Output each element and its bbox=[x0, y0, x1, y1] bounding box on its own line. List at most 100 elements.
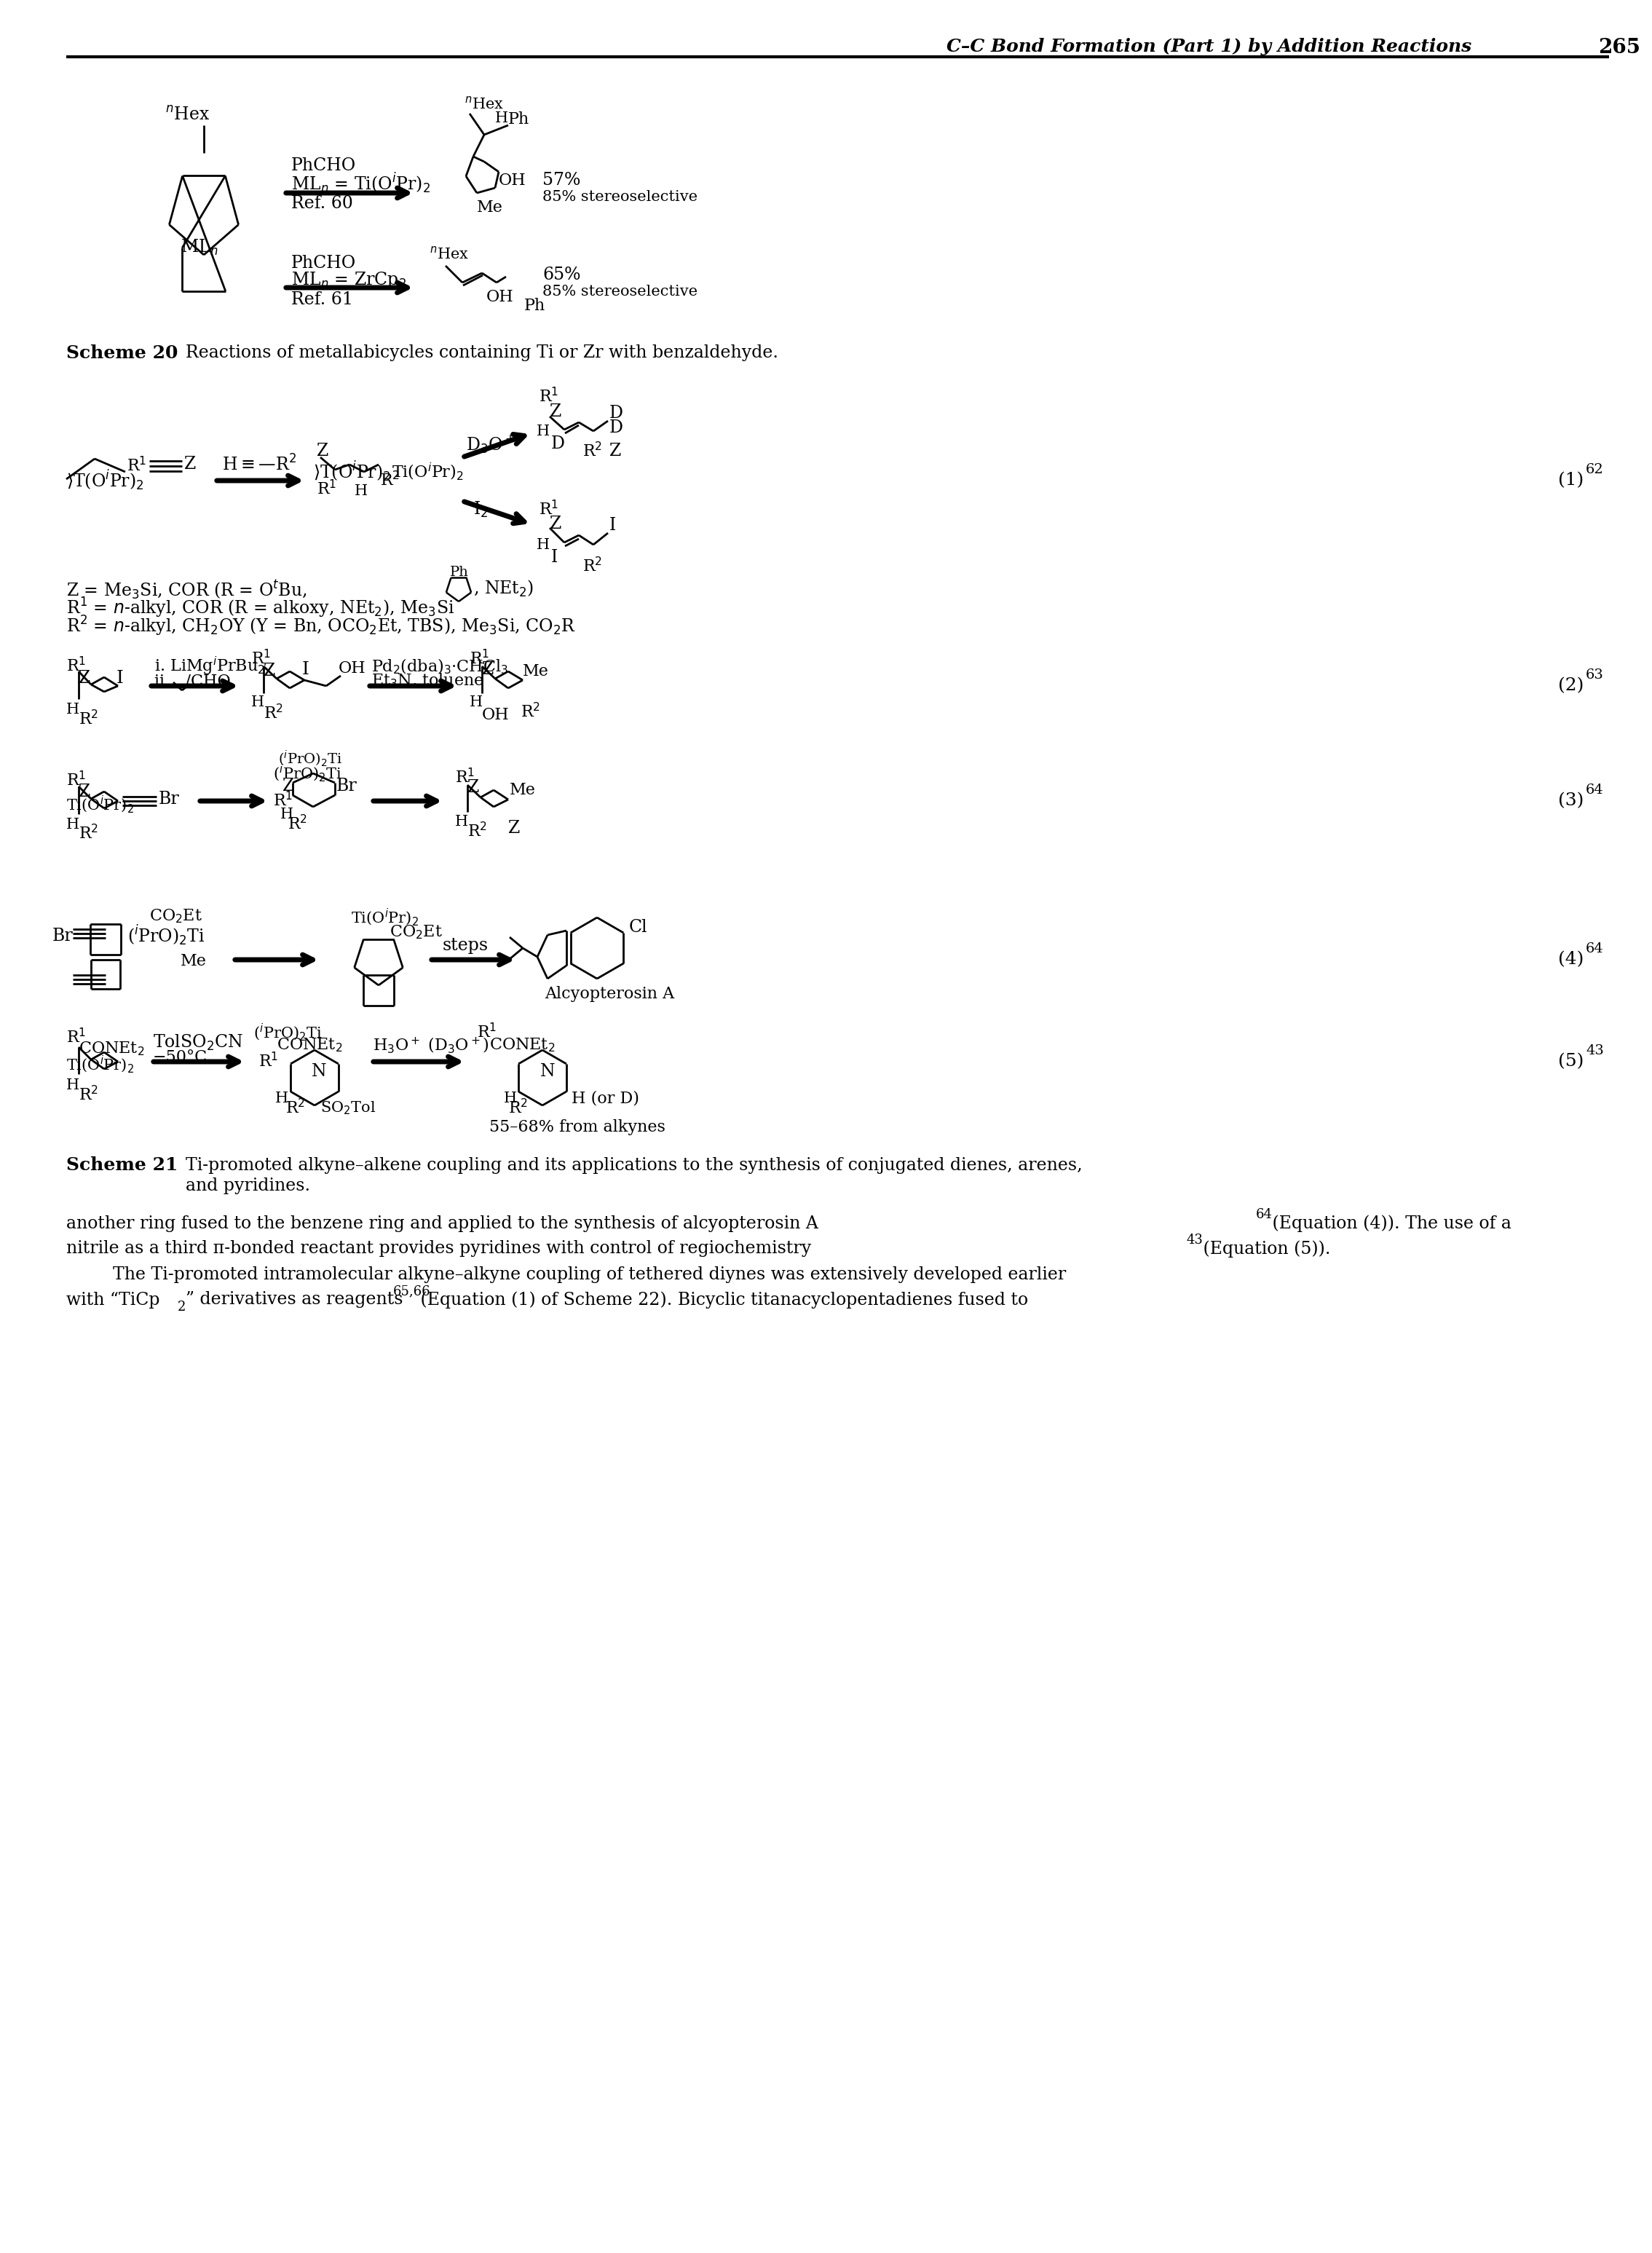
Text: (4): (4) bbox=[1558, 951, 1584, 969]
Text: H: H bbox=[251, 696, 264, 710]
Text: Z: Z bbox=[610, 444, 621, 460]
Text: Z: Z bbox=[509, 820, 520, 838]
Text: Ti(O$^i$Pr)$_2$: Ti(O$^i$Pr)$_2$ bbox=[66, 795, 134, 816]
Text: Ph: Ph bbox=[524, 297, 545, 313]
Text: Ti-promoted alkyne–alkene coupling and its applications to the synthesis of conj: Ti-promoted alkyne–alkene coupling and i… bbox=[185, 1156, 1082, 1174]
Text: D$_3$O$^+$: D$_3$O$^+$ bbox=[466, 433, 515, 455]
Text: The Ti-promoted intramolecular alkyne–alkyne coupling of tethered diynes was ext: The Ti-promoted intramolecular alkyne–al… bbox=[112, 1266, 1066, 1282]
Text: ($^i$PrO)$_2$Ti: ($^i$PrO)$_2$Ti bbox=[278, 748, 342, 768]
Text: R$^2$: R$^2$ bbox=[79, 1086, 99, 1104]
Text: R$^1$: R$^1$ bbox=[66, 658, 86, 676]
Text: and pyridines.: and pyridines. bbox=[185, 1176, 311, 1194]
Text: 64: 64 bbox=[1586, 942, 1604, 955]
Text: $\rangle$T(O$^i$Pr)$_2$: $\rangle$T(O$^i$Pr)$_2$ bbox=[66, 469, 144, 493]
Text: OH: OH bbox=[339, 660, 367, 676]
Text: R$^1$: R$^1$ bbox=[258, 1052, 279, 1070]
Text: R$^2$: R$^2$ bbox=[468, 822, 487, 840]
Text: H: H bbox=[66, 818, 79, 831]
Text: OH: OH bbox=[499, 173, 527, 189]
Text: R$^2$: R$^2$ bbox=[509, 1099, 529, 1117]
Text: 62: 62 bbox=[1586, 464, 1604, 475]
Text: Scheme 21: Scheme 21 bbox=[66, 1156, 178, 1174]
Text: PhCHO: PhCHO bbox=[291, 158, 357, 173]
Text: Ph: Ph bbox=[509, 110, 530, 128]
Text: Et$_3$N, toluene: Et$_3$N, toluene bbox=[372, 671, 484, 689]
Text: 265: 265 bbox=[1597, 38, 1640, 59]
Text: H: H bbox=[281, 807, 294, 820]
Text: 85% stereoselective: 85% stereoselective bbox=[542, 284, 697, 297]
Text: Z: Z bbox=[264, 662, 276, 680]
Text: −50°C: −50°C bbox=[154, 1050, 208, 1066]
Text: CO$_2$Et: CO$_2$Et bbox=[390, 924, 443, 942]
Text: Z: Z bbox=[550, 516, 562, 532]
Text: 64: 64 bbox=[1586, 784, 1604, 798]
Text: H: H bbox=[496, 110, 509, 124]
Text: R$^1$: R$^1$ bbox=[127, 457, 147, 475]
Text: Z: Z bbox=[317, 444, 329, 460]
Text: I: I bbox=[552, 550, 558, 566]
Text: ML$_n$ = ZrCp$_2$: ML$_n$ = ZrCp$_2$ bbox=[291, 270, 406, 291]
Text: another ring fused to the benzene ring and applied to the synthesis of alcyopter: another ring fused to the benzene ring a… bbox=[66, 1214, 818, 1232]
Text: $^n$Hex: $^n$Hex bbox=[430, 246, 469, 261]
Text: H$\equiv$—R$^2$: H$\equiv$—R$^2$ bbox=[221, 455, 296, 475]
Text: ii.   /CHO: ii. /CHO bbox=[154, 674, 231, 689]
Text: Ref. 60: Ref. 60 bbox=[291, 196, 354, 212]
Text: R$^2$: R$^2$ bbox=[583, 442, 603, 460]
Text: H: H bbox=[66, 1079, 79, 1093]
Text: Me: Me bbox=[522, 662, 548, 680]
Text: CO$_2$Et: CO$_2$Et bbox=[149, 908, 203, 924]
Text: N: N bbox=[540, 1063, 555, 1079]
Text: CONEt$_2$: CONEt$_2$ bbox=[276, 1036, 342, 1054]
Text: steps: steps bbox=[443, 937, 489, 953]
Text: R$^2$ = $n$-alkyl, CH$_2$OY (Y = Bn, OCO$_2$Et, TBS), Me$_3$Si, CO$_2$R: R$^2$ = $n$-alkyl, CH$_2$OY (Y = Bn, OCO… bbox=[66, 615, 577, 638]
Text: I: I bbox=[610, 518, 616, 534]
Text: I: I bbox=[117, 671, 124, 687]
Text: D: D bbox=[552, 435, 565, 453]
Text: I: I bbox=[302, 662, 309, 678]
Text: Cl: Cl bbox=[629, 919, 648, 935]
Text: Z: Z bbox=[282, 777, 294, 795]
Text: Z: Z bbox=[482, 662, 494, 678]
Text: Br: Br bbox=[337, 777, 357, 795]
Text: Ti(O$^i$Pr)$_2$: Ti(O$^i$Pr)$_2$ bbox=[350, 908, 418, 928]
Text: (Equation (4)). The use of a: (Equation (4)). The use of a bbox=[1267, 1214, 1512, 1232]
Text: 43: 43 bbox=[1586, 1043, 1604, 1057]
Text: 65%: 65% bbox=[542, 266, 580, 284]
Text: Ref. 61: Ref. 61 bbox=[291, 291, 354, 309]
Text: Alcyopterosin A: Alcyopterosin A bbox=[545, 987, 674, 1003]
Text: H: H bbox=[469, 696, 482, 710]
Text: (1): (1) bbox=[1558, 473, 1584, 489]
Text: R$^2$: R$^2$ bbox=[583, 556, 603, 577]
Text: Ti(O$^i$Pr)$_2$: Ti(O$^i$Pr)$_2$ bbox=[392, 462, 464, 482]
Text: R$^1$: R$^1$ bbox=[454, 768, 476, 786]
Text: H (or D): H (or D) bbox=[572, 1090, 639, 1106]
Text: H: H bbox=[537, 424, 550, 437]
Text: 2: 2 bbox=[178, 1300, 187, 1313]
Text: I$_2$: I$_2$ bbox=[472, 500, 487, 518]
Text: (5): (5) bbox=[1558, 1054, 1584, 1070]
Text: R$^1$: R$^1$ bbox=[539, 500, 558, 518]
Text: N: N bbox=[312, 1063, 327, 1079]
Text: ML$_n$: ML$_n$ bbox=[180, 239, 218, 257]
Text: Scheme 20: Scheme 20 bbox=[66, 345, 178, 363]
Text: Ti(O$^i$Pr)$_2$: Ti(O$^i$Pr)$_2$ bbox=[66, 1054, 134, 1075]
Text: CONEt$_2$: CONEt$_2$ bbox=[79, 1041, 144, 1057]
Text: H: H bbox=[537, 538, 550, 552]
Text: 43: 43 bbox=[1186, 1235, 1203, 1246]
Text: ($^i$PrO)$_2$Ti: ($^i$PrO)$_2$Ti bbox=[127, 924, 205, 949]
Text: Br: Br bbox=[53, 928, 73, 944]
Text: R$^1$: R$^1$ bbox=[539, 388, 558, 406]
Text: ML$_n$ = Ti(O$^i$Pr)$_2$: ML$_n$ = Ti(O$^i$Pr)$_2$ bbox=[291, 171, 431, 196]
Text: R$^1$: R$^1$ bbox=[251, 649, 271, 669]
Text: 63: 63 bbox=[1586, 669, 1604, 683]
Text: 65,66: 65,66 bbox=[393, 1284, 431, 1298]
Text: R$^1$: R$^1$ bbox=[317, 480, 337, 498]
Text: with “TiCp: with “TiCp bbox=[66, 1291, 160, 1309]
Text: Z: Z bbox=[79, 671, 91, 687]
Text: $^n$Hex: $^n$Hex bbox=[464, 95, 504, 110]
Text: OH: OH bbox=[486, 288, 514, 304]
Text: Z: Z bbox=[79, 784, 91, 800]
Text: R$^2$: R$^2$ bbox=[520, 703, 540, 721]
Text: Z: Z bbox=[550, 403, 562, 419]
Text: Me: Me bbox=[180, 953, 206, 969]
